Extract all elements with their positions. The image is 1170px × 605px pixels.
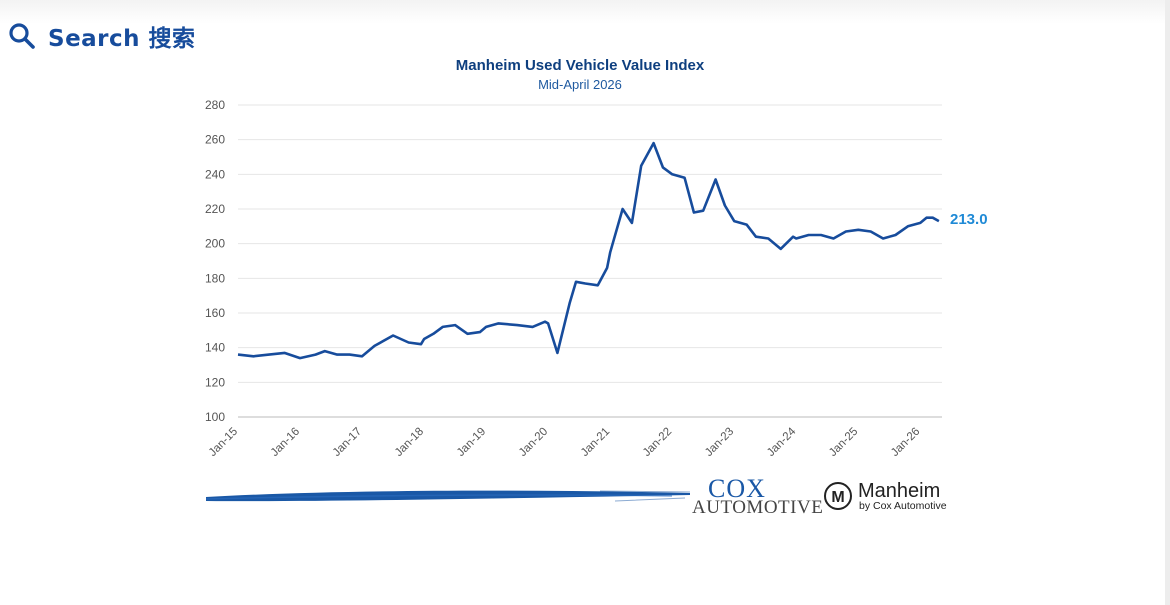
manheim-logo-mark: M — [824, 482, 852, 510]
search-label: Search 搜索 — [48, 26, 196, 52]
top-bar — [0, 0, 1170, 60]
x-axis: Jan-15 Jan-16 Jan-17 Jan-18 Jan-19 Jan-20 Jan-… — [207, 425, 923, 459]
manheim-logo-line2: by Cox Automotive — [859, 500, 947, 512]
y-tick-label: 180 — [205, 271, 225, 285]
x-tick-label: Jan-24 — [765, 425, 799, 459]
chart-gridlines — [238, 104, 942, 418]
x-tick-label: Jan-17 — [331, 426, 364, 459]
page-scrollbar[interactable] — [1165, 0, 1170, 605]
search-icon — [9, 23, 35, 49]
brush-stroke — [205, 490, 691, 502]
end-value-label: 213.0 — [950, 211, 988, 228]
manheim-logo-line1: Manheim — [858, 480, 940, 502]
y-tick-label: 240 — [205, 167, 225, 181]
cox-logo-line2: AUTOMOTIVE — [692, 497, 823, 518]
x-tick-label: Jan-16 — [269, 426, 302, 459]
x-tick-label: Jan-25 — [827, 426, 860, 459]
series-line — [237, 141, 940, 360]
y-tick-label: 220 — [205, 202, 225, 216]
y-tick-label: 200 — [205, 237, 225, 251]
search-button[interactable]: Search 搜索 — [8, 20, 196, 52]
y-tick-label: 260 — [205, 133, 225, 147]
y-tick-label: 280 — [205, 98, 225, 112]
y-axis: 100 120 140 160 180 200 220 240 260 280 — [205, 98, 225, 424]
x-tick-label: Jan-20 — [517, 426, 550, 459]
chart-title: Manheim Used Vehicle Value Index — [456, 57, 705, 74]
cox-logo-line1: COX — [708, 474, 766, 503]
x-tick-label: Jan-19 — [455, 426, 488, 459]
x-tick-label: Jan-15 — [207, 426, 240, 459]
manheim-mark-letter: M — [831, 489, 844, 506]
x-tick-label: Jan-18 — [393, 426, 426, 459]
x-tick-label: Jan-26 — [889, 426, 922, 459]
x-tick-label: Jan-21 — [579, 426, 612, 459]
x-tick-label: Jan-23 — [703, 426, 736, 459]
x-tick-label: Jan-22 — [641, 426, 674, 459]
y-tick-label: 160 — [205, 306, 225, 320]
chart-subtitle: Mid-April 2026 — [538, 77, 622, 92]
y-tick-label: 140 — [205, 341, 225, 355]
y-tick-label: 100 — [205, 410, 225, 424]
y-tick-label: 120 — [205, 375, 225, 389]
